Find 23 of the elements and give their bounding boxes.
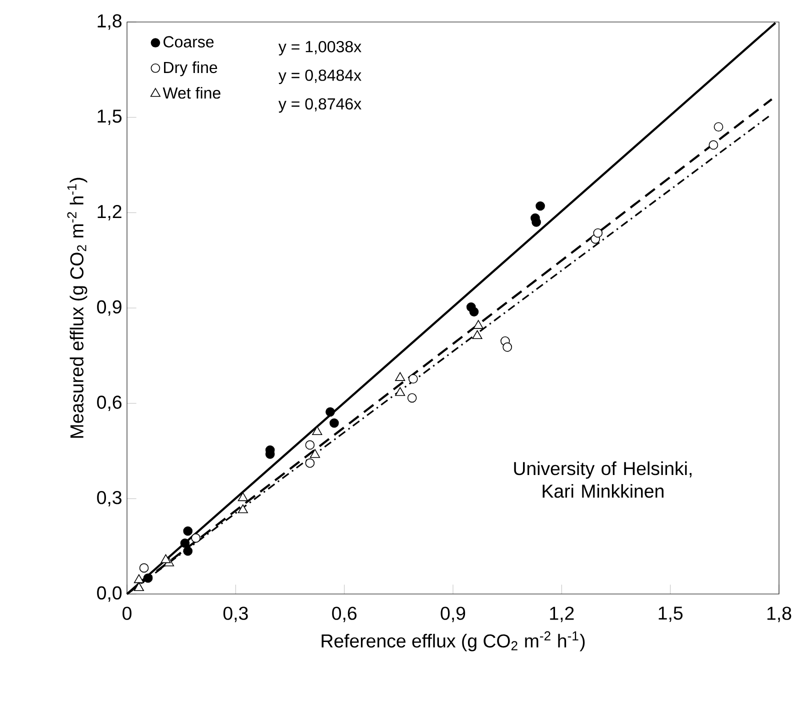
x-axis-title: Reference efflux (g CO$_{2}$ m$^{-2}$ h$^{-1}$) xyxy=(322,631,585,652)
y-tick-label: 0,3 xyxy=(97,490,122,506)
annotation: y = 1,0038x xyxy=(278,41,362,56)
x-tick-label: 0,9 xyxy=(440,606,466,622)
legend-label: Wet fine xyxy=(162,86,220,99)
x-tick-label: 0,3 xyxy=(223,606,248,622)
y-tick-label: 0,9 xyxy=(97,300,122,316)
y-tick-label: 1,2 xyxy=(98,204,122,220)
x-tick-label: 1,2 xyxy=(550,606,574,622)
x-tick-label: 0 xyxy=(122,606,132,620)
y-tick-label: 1,8 xyxy=(98,14,122,30)
annotation: University of Helsinki, Kari Minkkinen xyxy=(514,461,692,498)
y-tick-label: 0,6 xyxy=(97,396,122,412)
x-tick-label: 1,5 xyxy=(658,606,683,622)
x-tick-label: 1,8 xyxy=(767,606,792,622)
annotation: y = 0,8484x xyxy=(278,70,362,84)
annotation: y = 0,8746x xyxy=(278,98,362,113)
x-tick-label: 0,6 xyxy=(332,606,356,622)
y-axis-title: Measured efflux (g CO$_{2}$ m$^{-2}$ h$^{-1}$) xyxy=(67,178,88,438)
legend-label: Coarse xyxy=(164,36,214,48)
y-tick-label: 0,0 xyxy=(97,586,122,602)
y-tick-label: 1,5 xyxy=(98,110,122,125)
legend-label: Dry fine xyxy=(164,61,218,76)
